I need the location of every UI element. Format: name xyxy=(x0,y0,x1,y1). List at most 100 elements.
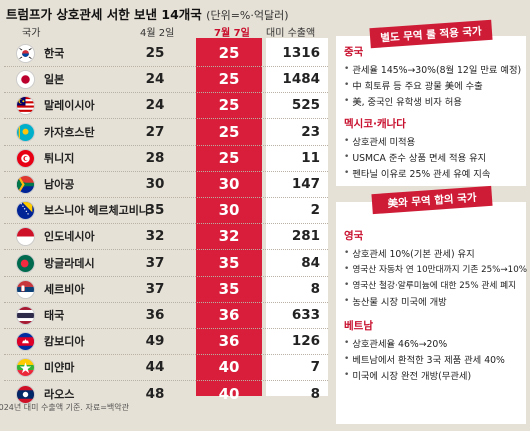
indonesia-flag-icon xyxy=(16,227,35,247)
table-row: 방글라데시 37 35 84 xyxy=(0,250,332,277)
country-name: 라오스 xyxy=(44,387,75,401)
table-row: 튀니지 28 25 11 xyxy=(0,145,332,172)
country-name: 남아공 xyxy=(44,178,75,191)
list-item: • 상호관세 미적용 xyxy=(344,136,416,148)
table-row: 캄보디아 49 36 126 xyxy=(0,328,332,356)
table-row: 태국 36 36 633 xyxy=(0,302,332,329)
trade-agreement-banner: 美와 무역 합의 국가 xyxy=(371,185,493,215)
special-trade-panel: 별도 무역 룰 적용 국가 중국 • 관세율 145%→30%(8월 12일 만료… xyxy=(336,19,526,186)
country-name: 인도네시아 xyxy=(44,230,95,244)
list-item: • 농산물 시장 미국에 개방 xyxy=(344,296,447,308)
april-tariff-value: 28 xyxy=(145,149,165,166)
april-tariff-value: 49 xyxy=(145,333,165,350)
export-value: 281 xyxy=(291,228,320,245)
header-country: 국가 xyxy=(22,28,41,39)
list-item: • 펜타닐 이유로 25% 관세 유예 지속 xyxy=(344,168,491,180)
july-tariff-value: 25 xyxy=(218,122,240,141)
list-item: • 상호관세 10%(기본 관세) 유지 xyxy=(344,248,475,260)
tunisia-flag-icon xyxy=(16,148,35,168)
footnote: *2024년 대미 수출액 기준. 자료=백악관 xyxy=(0,403,129,412)
country-name: 태국 xyxy=(44,309,65,322)
row-divider xyxy=(4,380,328,382)
south-africa-flag-icon xyxy=(16,175,35,194)
special-trade-banner: 별도 무역 룰 적용 국가 xyxy=(369,19,493,49)
row-divider xyxy=(4,249,328,251)
export-value: 1484 xyxy=(282,71,320,88)
list-item: • 영국산 철강·알루미늄에 대한 25% 관세 폐지 xyxy=(344,279,517,292)
table-row: 라오스 48 40 8 xyxy=(0,381,332,407)
bullet-icon: • xyxy=(344,354,350,364)
april-tariff-value: 48 xyxy=(145,385,165,402)
list-item: • 베트남에서 환적한 3국 제품 관세 40% xyxy=(344,354,505,366)
country-name: 튀니지 xyxy=(44,151,75,165)
july-tariff-value: 25 xyxy=(218,44,240,62)
list-item: • 미국에 시장 완전 개방(무관세) xyxy=(344,370,472,382)
bullet-icon: • xyxy=(344,96,350,106)
april-tariff-value: 44 xyxy=(145,359,165,376)
bosnia-flag-icon xyxy=(16,201,35,221)
list-item: • 美, 중국인 유학생 비자 허용 xyxy=(344,96,462,108)
title-main: 트럼프가 상호관세 서한 보낸 14개국 xyxy=(6,7,202,22)
list-item: • 영국산 자동차 연 10만대까지 기존 25%→10% xyxy=(344,263,527,276)
bullet-icon: • xyxy=(344,80,350,90)
country-name: 미얀마 xyxy=(44,361,75,375)
row-divider xyxy=(4,301,328,303)
row-divider xyxy=(4,170,328,172)
table-row: 인도네시아 32 32 281 xyxy=(0,223,332,251)
april-tariff-value: 30 xyxy=(145,176,165,192)
export-value: 11 xyxy=(301,149,320,166)
table-row: 남아공 30 30 147 xyxy=(0,171,332,198)
bullet-icon: • xyxy=(344,279,350,290)
kazakhstan-flag-icon xyxy=(16,122,35,142)
japan-flag-icon xyxy=(16,70,35,90)
laos-flag-icon xyxy=(16,384,35,404)
bullet-icon: • xyxy=(344,338,350,348)
table-row: 미얀마 44 40 7 xyxy=(0,354,332,382)
country-name: 카자흐스탄 xyxy=(44,125,95,139)
table-row: 보스니아 헤르체고비나 35 30 2 xyxy=(0,197,332,225)
header-export: 대미 수출액 xyxy=(266,28,316,39)
table-row: 세르비아 37 35 8 xyxy=(0,276,332,303)
row-divider xyxy=(4,144,328,146)
section-title-china: 중국 xyxy=(344,46,364,58)
list-item: • USMCA 준수 상품 면세 적용 유지 xyxy=(344,152,487,164)
export-value: 633 xyxy=(291,307,320,323)
july-tariff-value: 25 xyxy=(218,148,240,167)
thailand-flag-icon xyxy=(16,306,35,325)
bullet-icon: • xyxy=(344,263,350,274)
malaysia-flag-icon xyxy=(16,96,35,116)
export-column-background xyxy=(266,38,328,396)
july-column-background xyxy=(196,38,262,396)
july-tariff-value: 32 xyxy=(218,227,240,246)
list-item: • 中 희토류 등 주요 광물 美에 수출 xyxy=(344,80,483,92)
july-tariff-value: 30 xyxy=(218,201,240,220)
july-tariff-value: 25 xyxy=(218,96,240,115)
april-tariff-value: 37 xyxy=(145,254,165,271)
april-tariff-value: 24 xyxy=(145,97,165,114)
row-divider xyxy=(4,223,328,225)
july-tariff-value: 25 xyxy=(218,70,240,89)
country-name: 세르비아 xyxy=(44,282,85,296)
row-divider xyxy=(4,328,328,329)
country-name: 말레이시아 xyxy=(44,99,95,113)
april-tariff-value: 36 xyxy=(145,307,165,323)
trade-agreement-panel: 美와 무역 합의 국가 영국 • 상호관세 10%(기본 관세) 유지 • 영국산 … xyxy=(336,185,527,424)
table-row: 한국 25 25 1316 xyxy=(0,40,332,67)
cambodia-flag-icon xyxy=(16,332,35,352)
section-title-uk: 영국 xyxy=(344,230,364,242)
row-divider xyxy=(4,118,328,120)
section-title-mexico-canada: 멕시코·캐나다 xyxy=(344,118,406,130)
myanmar-flag-icon xyxy=(16,358,35,378)
row-divider xyxy=(4,92,328,94)
bullet-icon: • xyxy=(344,370,350,380)
april-tariff-value: 24 xyxy=(145,71,165,88)
section-title-vietnam: 베트남 xyxy=(344,320,373,332)
export-value: 1316 xyxy=(282,45,320,61)
export-value: 84 xyxy=(301,254,320,271)
table-row: 카자흐스탄 27 25 23 xyxy=(0,119,332,146)
row-divider xyxy=(4,197,328,198)
export-value: 7 xyxy=(310,359,320,376)
july-tariff-value: 30 xyxy=(218,175,240,193)
july-tariff-value: 40 xyxy=(218,358,240,377)
export-value: 126 xyxy=(291,333,320,350)
